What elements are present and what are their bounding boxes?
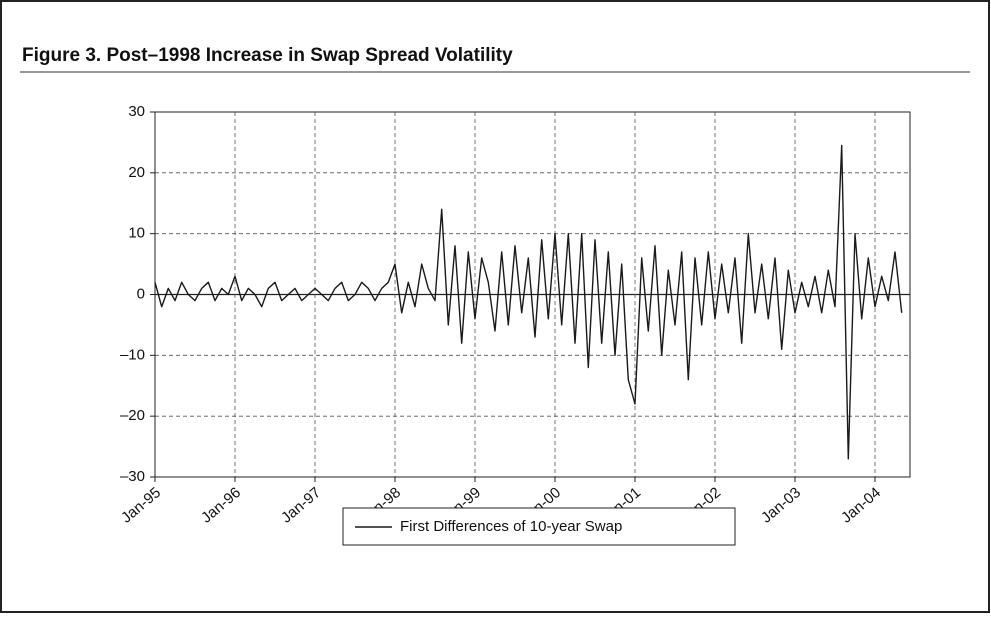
x-tick-label: Jan-04 bbox=[838, 484, 884, 527]
x-tick-label: Jan-03 bbox=[758, 484, 804, 527]
chart-title: Figure 3. Post–1998 Increase in Swap Spr… bbox=[22, 45, 513, 66]
y-tick-label: 20 bbox=[128, 164, 145, 181]
x-tick-label: Jan-95 bbox=[118, 484, 164, 527]
legend-label: First Differences of 10-year Swap bbox=[400, 518, 622, 535]
y-tick-label: –30 bbox=[120, 468, 145, 485]
y-tick-label: –20 bbox=[120, 407, 145, 424]
x-tick-label: Jan-97 bbox=[278, 484, 324, 527]
plot-area bbox=[154, 111, 911, 478]
y-tick-label: –10 bbox=[120, 346, 145, 363]
data-line bbox=[154, 144, 903, 460]
x-tick-label: Jan-96 bbox=[198, 484, 244, 527]
legend-box bbox=[342, 507, 736, 546]
y-tick-label: 0 bbox=[137, 285, 145, 302]
y-tick-label: 10 bbox=[128, 225, 145, 242]
y-tick-label: 30 bbox=[128, 103, 145, 120]
